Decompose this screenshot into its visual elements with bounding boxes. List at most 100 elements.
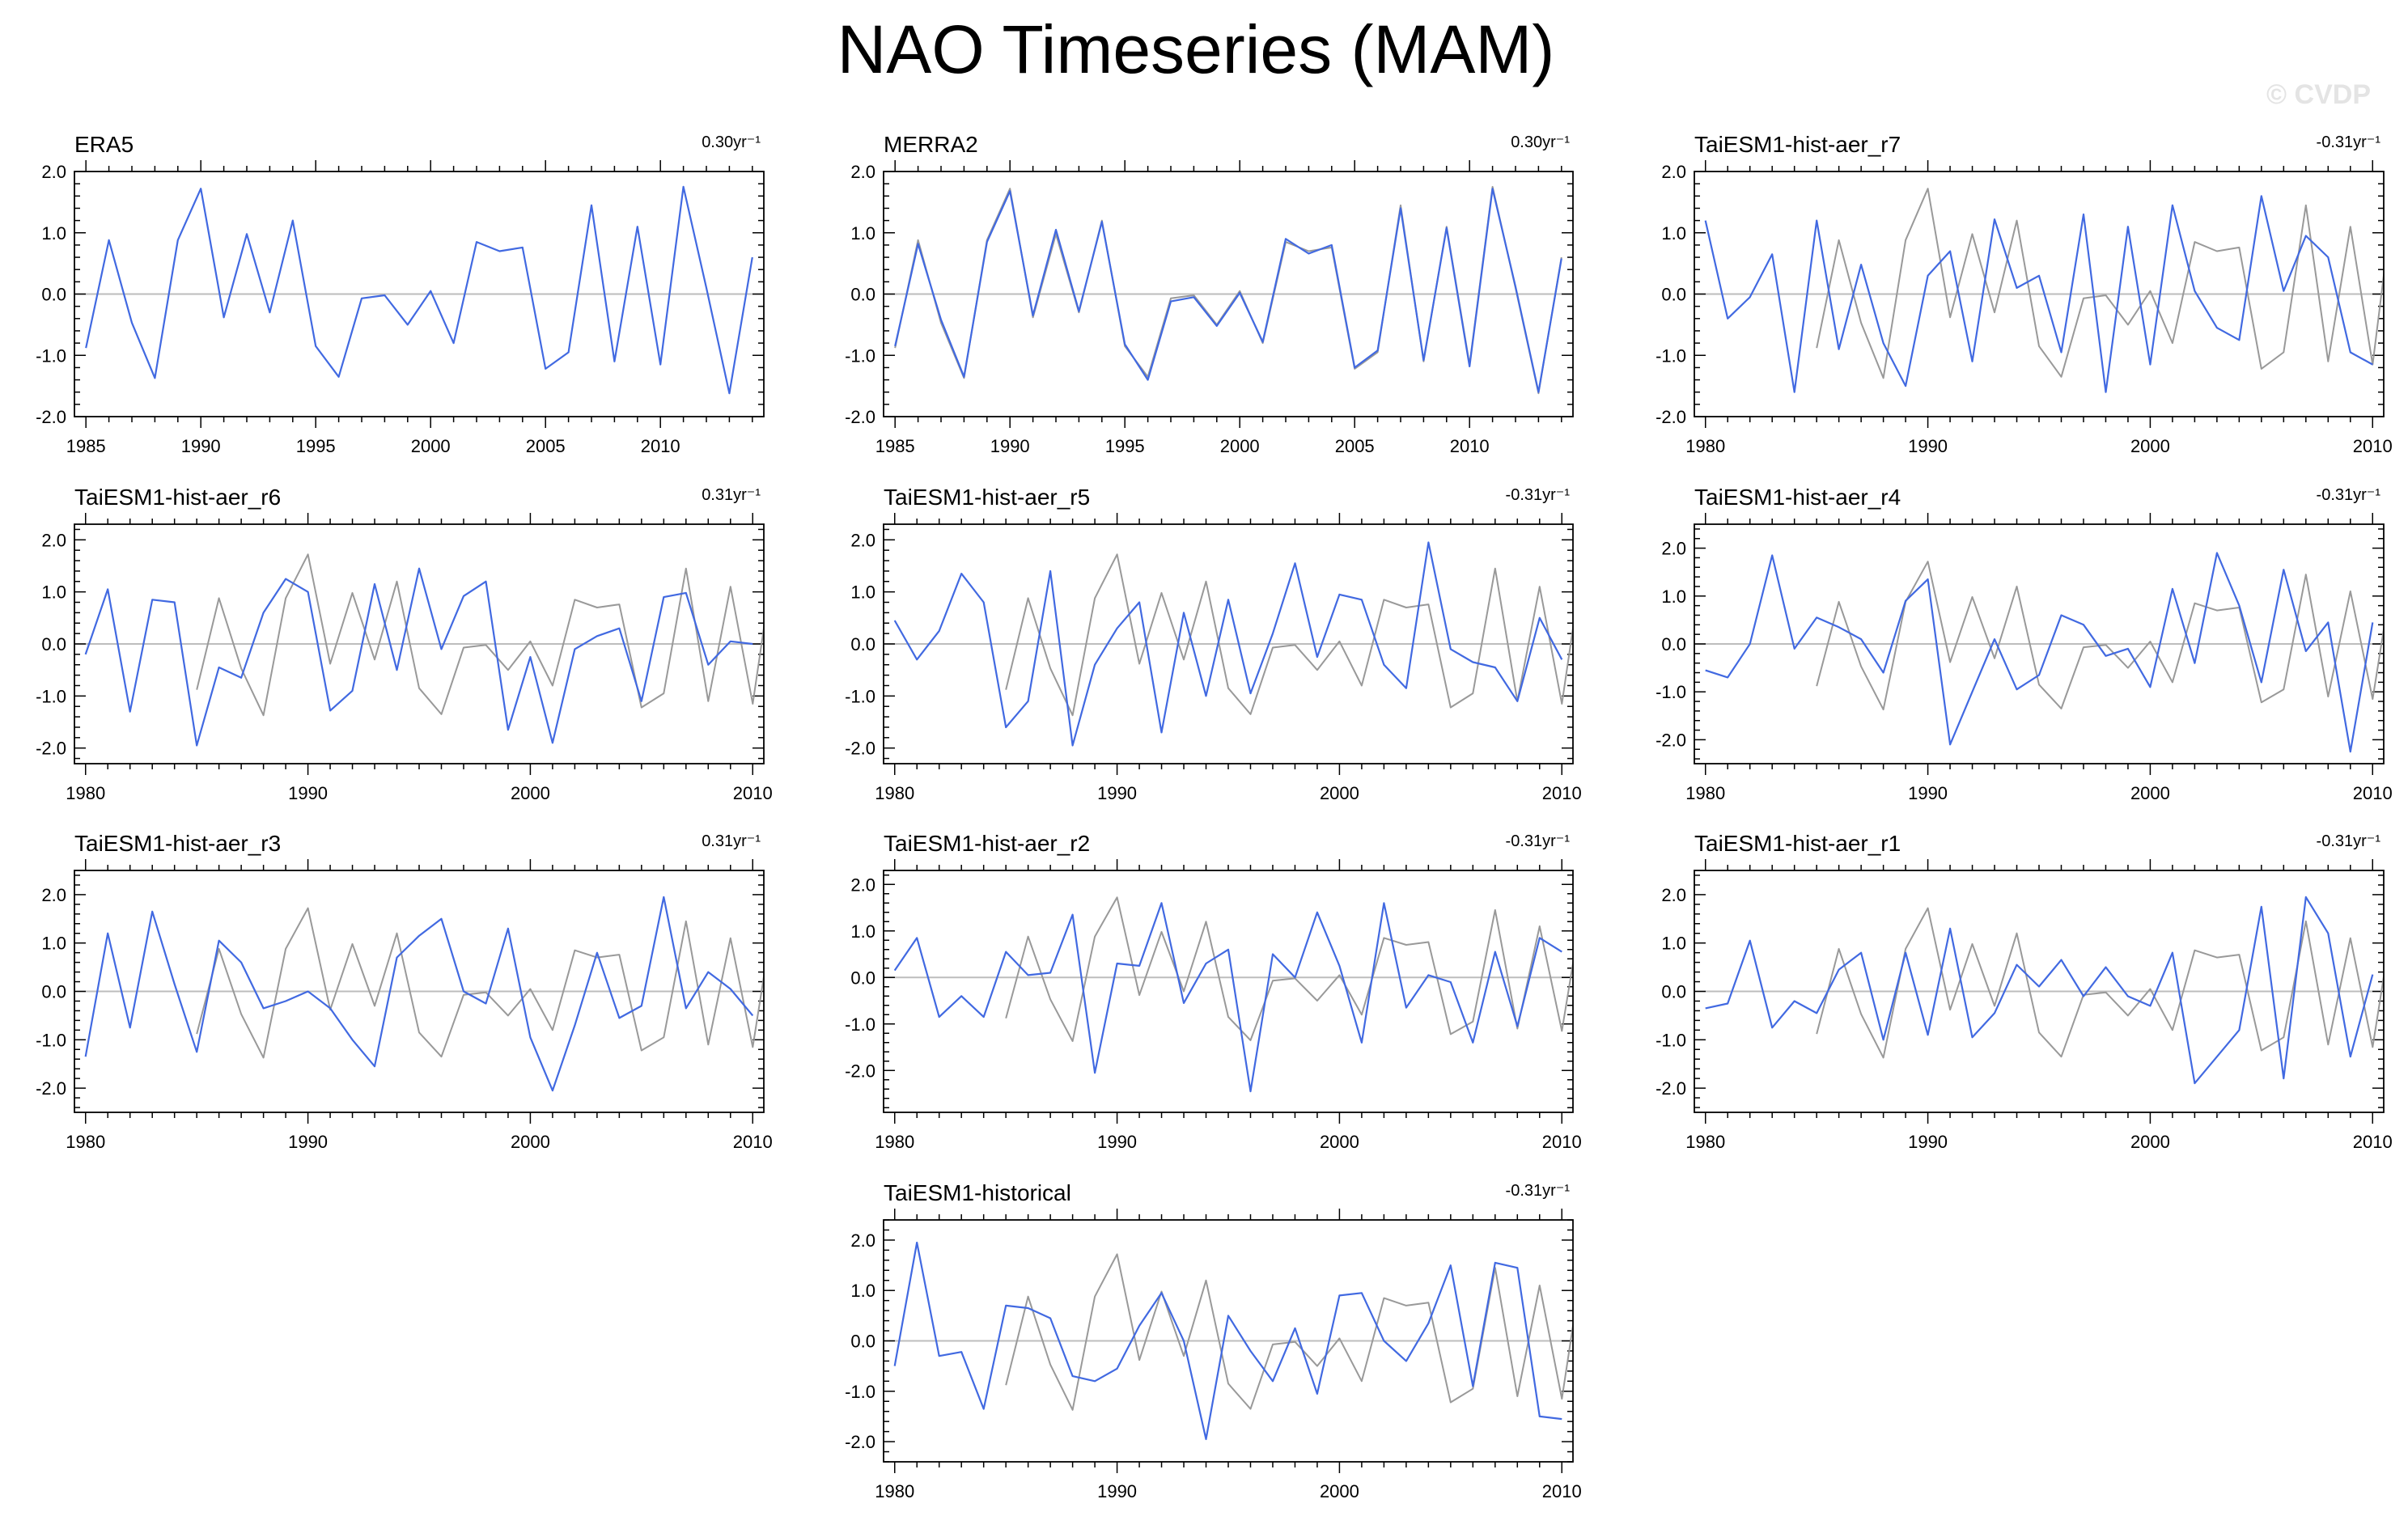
panel-8: TaiESM1-hist-aer_r2 -0.31yr⁻¹ 2.0 1.0 0.0 -1.… [845,831,1582,1152]
y-tick-label: 2.0 [41,530,66,550]
series-line-merra2 [894,188,1562,393]
y-tick-label: -1.0 [1656,1030,1686,1050]
series-line-taiesm1-hist-aer-r6 [84,567,753,747]
series-group [84,553,764,747]
y-tick-label: 2.0 [41,162,66,182]
series-group [1705,552,2384,753]
y-tick-label: -2.0 [36,407,66,427]
figure-title: NAO Timeseries (MAM) [837,11,1555,87]
y-tick-label: 2.0 [1661,539,1686,559]
x-tick-label: 1980 [66,783,105,803]
series-group [893,541,1573,747]
x-tick-label: 2010 [733,1132,773,1152]
panel-title: ERA5 [74,132,134,157]
panel-7: TaiESM1-hist-aer_r3 0.31yr⁻¹ 2.0 1.0 0.0 -1.0… [36,831,773,1152]
x-tick-label: 1990 [1908,783,1948,803]
y-tick-label: 1.0 [850,1281,875,1301]
x-tick-label: 2000 [1320,1132,1359,1152]
y-tick-label: -2.0 [845,739,875,759]
series-line-era5 [894,185,1562,395]
y-tick-label: 2.0 [850,874,875,895]
x-tick-label: 2010 [2353,783,2393,803]
series-line-era5 [1005,896,1573,1042]
y-tick-label: 0.0 [850,285,875,305]
x-tick-label: 1990 [288,1132,328,1152]
y-tick-label: -1.0 [36,345,66,366]
series-line-taiesm1-hist-aer-r1 [1705,896,2374,1085]
y-tick-label: 0.0 [41,285,66,305]
x-tick-label: 2010 [1542,1481,1582,1501]
panel-title: TaiESM1-hist-aer_r3 [74,831,281,856]
x-tick-label: 1990 [1097,783,1137,803]
series-line-era5 [196,907,764,1059]
y-tick-label: 2.0 [41,885,66,905]
x-tick-label: 2005 [1335,436,1375,456]
y-tick-label: -1.0 [845,686,875,706]
plot-frame [1694,870,2385,1113]
y-tick-label: 2.0 [850,530,875,550]
y-tick-label: 0.0 [1661,982,1686,1002]
series-line-taiesm1-hist-aer-r4 [1705,552,2374,753]
y-tick-label: 1.0 [1661,223,1686,244]
x-tick-label: 1980 [1685,1132,1725,1152]
trend-label: 0.30yr⁻¹ [702,133,761,151]
y-tick-label: -2.0 [845,1061,875,1081]
series-line-era5 [85,185,753,395]
series-group [84,896,764,1092]
x-tick-label: 2010 [733,783,773,803]
panel-title: TaiESM1-hist-aer_r6 [74,485,281,510]
y-tick-label: -2.0 [1656,407,1686,427]
trend-label: 0.31yr⁻¹ [702,486,761,504]
panel-9: TaiESM1-hist-aer_r1 -0.31yr⁻¹ 2.0 1.0 0.0 -1.… [1656,831,2393,1152]
y-tick-label: 1.0 [850,921,875,942]
x-tick-label: 2000 [2130,436,2170,456]
plot-frame [1694,523,2385,764]
panel-title: TaiESM1-hist-aer_r5 [884,485,1090,510]
series-group [1704,188,2384,393]
x-tick-label: 2000 [411,436,451,456]
x-tick-label: 2010 [1450,436,1490,456]
trend-label: 0.30yr⁻¹ [1511,133,1570,151]
panel-10: TaiESM1-historical -0.31yr⁻¹ 2.0 1.0 0.0 -1.0… [845,1180,1582,1501]
series-group [894,185,1562,395]
trend-label: -0.31yr⁻¹ [1506,486,1571,504]
x-tick-label: 1995 [1105,436,1145,456]
x-tick-label: 2000 [511,1132,550,1152]
y-tick-label: -1.0 [845,1382,875,1402]
x-tick-label: 1980 [1685,783,1725,803]
plot-frame [74,523,765,764]
series-line-taiesm1-hist-aer-r7 [1704,195,2373,393]
series-line-era5 [1005,1253,1573,1411]
y-tick-label: 2.0 [850,1230,875,1251]
plot-frame [1694,171,2385,417]
y-tick-label: 1.0 [1661,934,1686,954]
y-tick-label: -1.0 [845,1014,875,1035]
y-tick-label: 0.0 [850,1332,875,1352]
series-line-taiesm1-historical [893,1241,1562,1441]
trend-label: -0.31yr⁻¹ [2317,832,2381,850]
y-tick-label: -1.0 [1656,682,1686,702]
x-tick-label: 2000 [1320,1481,1359,1501]
y-tick-label: -1.0 [1656,345,1686,366]
y-tick-label: 1.0 [850,582,875,603]
y-tick-label: -1.0 [36,686,66,706]
y-tick-label: 2.0 [1661,885,1686,905]
x-tick-label: 1990 [990,436,1030,456]
x-tick-label: 1995 [296,436,336,456]
series-line-era5 [1816,188,2384,379]
y-tick-label: 0.0 [1661,285,1686,305]
y-tick-label: -2.0 [1656,1078,1686,1099]
x-tick-label: 2000 [2130,783,2170,803]
panel-3: TaiESM1-hist-aer_r7 -0.31yr⁻¹ 2.0 1.0 0.0 -1.… [1656,132,2393,456]
plot-frame [883,523,1574,764]
trend-label: -0.31yr⁻¹ [1506,1182,1571,1200]
panel-title: TaiESM1-hist-aer_r2 [884,831,1090,856]
panel-5: TaiESM1-hist-aer_r5 -0.31yr⁻¹ 2.0 1.0 0.0 -1.… [845,485,1582,803]
panel-title: MERRA2 [884,132,978,157]
series-group [893,896,1573,1093]
x-tick-label: 1980 [875,1132,914,1152]
y-tick-label: 0.0 [41,634,66,654]
x-tick-label: 2005 [526,436,566,456]
x-tick-label: 1990 [1097,1132,1137,1152]
